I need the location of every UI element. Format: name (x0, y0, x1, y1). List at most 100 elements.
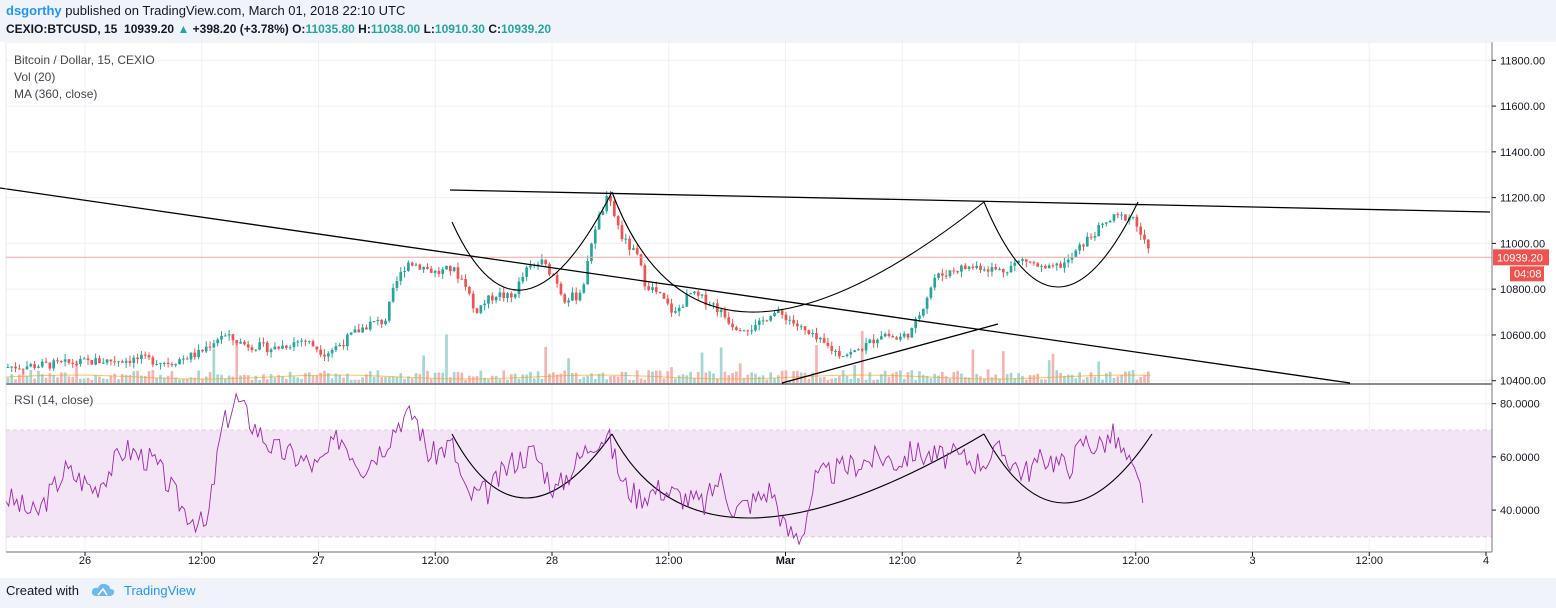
candle-body (616, 216, 620, 226)
volume-bar (921, 374, 925, 383)
volume-bar (933, 373, 937, 383)
tradingview-link[interactable]: TradingView (124, 583, 196, 598)
author-link[interactable]: dsgorthy (6, 3, 62, 18)
volume-bar (677, 375, 681, 383)
candle-body (963, 265, 967, 269)
candle-body (853, 350, 856, 352)
candle-body (609, 196, 612, 202)
candle-body (941, 273, 944, 276)
price-tick-label: 11200.00 (1500, 193, 1545, 205)
legend-ma[interactable]: MA (360, close) (14, 87, 98, 101)
price-axis[interactable]: 11800.00 11600.00 11400.00 11200.00 11000.00… (1492, 55, 1546, 388)
candle-body (258, 342, 261, 350)
candle-body (510, 293, 513, 298)
time-tick-label: 12:00 (655, 555, 683, 567)
candle-body (254, 349, 258, 351)
candlesticks (6, 191, 1150, 375)
volume-bar (693, 377, 696, 383)
volume-bar (609, 376, 612, 383)
candle-body (792, 319, 795, 324)
volume-bar (437, 372, 441, 383)
volume-bar (521, 374, 525, 383)
open-label: O: (292, 22, 306, 36)
candle-body (506, 293, 509, 299)
trend-drawings[interactable] (0, 187, 1491, 519)
volume-bar (75, 360, 78, 383)
candle-body (429, 268, 433, 273)
volume-bar (98, 376, 101, 383)
time-tick-label: Mar (776, 555, 796, 567)
candle-body (750, 330, 753, 332)
candle-body (574, 292, 578, 301)
candle-body (1097, 224, 1101, 237)
candle-body (899, 336, 902, 340)
candle-body (1040, 265, 1043, 267)
candle-body (105, 359, 109, 363)
candle-body (555, 275, 559, 284)
candle-body (1043, 265, 1047, 269)
candle-body (162, 362, 166, 364)
candle-body (994, 267, 998, 270)
volume-bar (532, 378, 536, 383)
candle-body (1131, 216, 1135, 218)
candle-body (265, 342, 269, 353)
volume-bar (460, 372, 464, 383)
volume-bar (1063, 375, 1066, 383)
volume-bar (18, 374, 21, 383)
candle-body (63, 359, 67, 362)
volume-bar (284, 378, 288, 383)
volume-bar (189, 377, 193, 383)
candle-body (349, 332, 353, 335)
volume-bar (449, 377, 452, 383)
volume-bar (1146, 371, 1150, 383)
legend-rsi[interactable]: RSI (14, close) (14, 393, 94, 407)
candle-body (635, 248, 639, 255)
candle-body (811, 333, 815, 335)
volume-bar (330, 378, 334, 383)
candle-body (277, 346, 281, 349)
time-tick-label: 28 (546, 555, 558, 567)
descending-trendline (0, 187, 1351, 384)
candle-body (620, 225, 624, 240)
candle-body (494, 296, 498, 301)
volume-bar (765, 379, 769, 383)
candle-body (170, 364, 174, 366)
volume-bar (193, 377, 197, 383)
volume-bar (464, 379, 467, 383)
candle-body (761, 320, 765, 322)
volume-bar (1139, 376, 1143, 383)
volume-bar (876, 379, 879, 383)
candle-body (52, 360, 56, 369)
volume-bar (159, 374, 162, 383)
volume-bar (651, 371, 654, 383)
candle-body (872, 339, 876, 344)
legend-title[interactable]: Bitcoin / Dollar, 15, CEXIO (14, 53, 155, 67)
candle-body (1143, 234, 1146, 240)
volume-bar (410, 378, 414, 383)
candle-body (25, 366, 29, 370)
rsi-axis[interactable]: 80.0000 60.0000 40.0000 (1492, 399, 1540, 517)
legend-vol[interactable]: Vol (20) (14, 70, 56, 84)
time-axis[interactable]: 26 12:00 27 12:00 28 12:00 Mar 12:00 2 12:00 3 12:0… (79, 552, 1489, 567)
volume-bar (597, 373, 601, 383)
candle-body (441, 269, 445, 274)
volume-bar (155, 377, 158, 383)
volume-bar (349, 379, 353, 383)
candle-body (48, 362, 52, 369)
candle-body (1112, 214, 1116, 221)
volume-bar (853, 364, 856, 383)
volume-bar (719, 347, 723, 383)
candle-body (384, 320, 387, 325)
candle-body (407, 262, 410, 271)
candle-body (651, 287, 654, 290)
volume-bar (128, 375, 132, 383)
volume-bar (292, 376, 296, 383)
volume-bar (346, 373, 349, 383)
volume-bars (5, 331, 1151, 383)
volume-bar (1059, 373, 1062, 383)
volume-bar (140, 375, 143, 383)
volume-bar (178, 379, 181, 383)
candle-body (147, 355, 151, 358)
chart-canvas[interactable]: 11800.00 11600.00 11400.00 11200.00 11000.00… (0, 42, 1556, 578)
candle-body (841, 356, 845, 358)
